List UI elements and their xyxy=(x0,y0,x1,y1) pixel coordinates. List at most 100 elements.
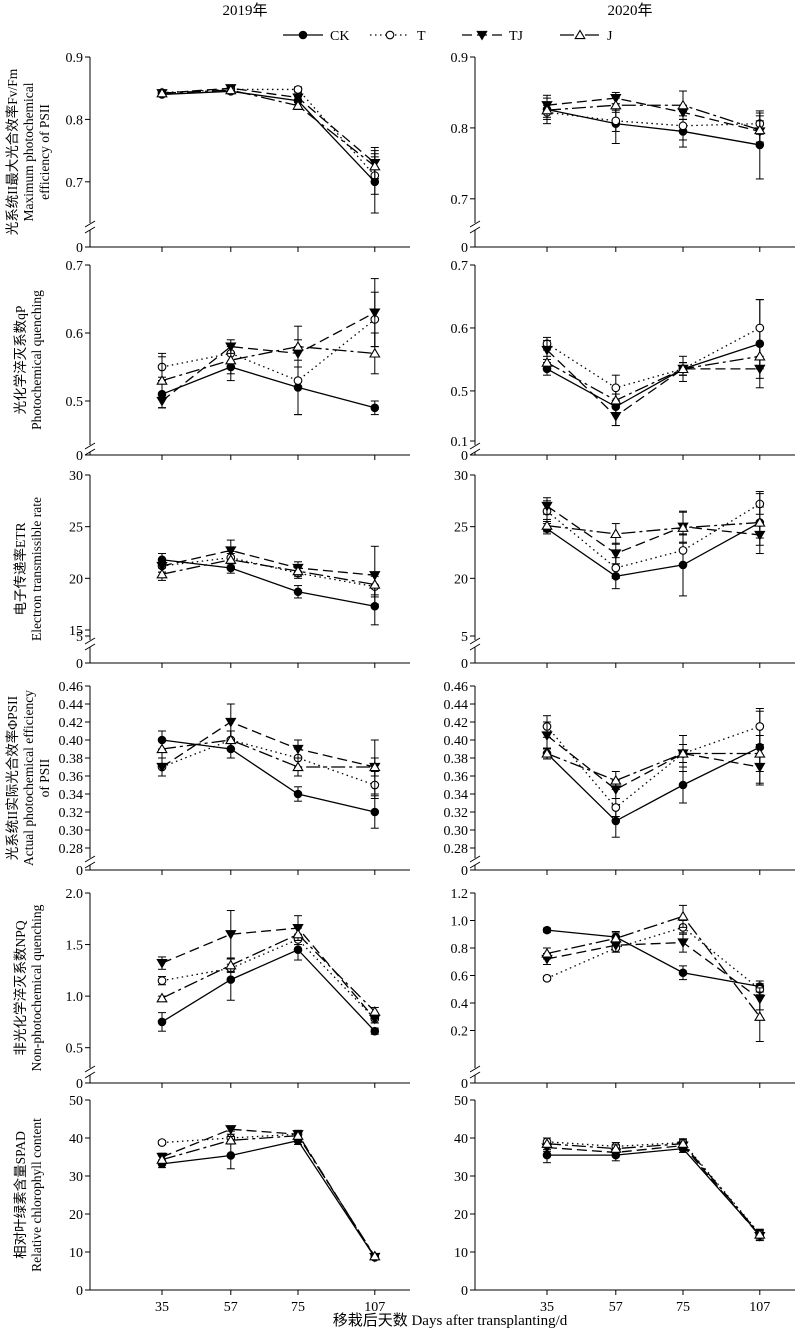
data-point-j xyxy=(541,747,553,758)
data-point-tj xyxy=(541,731,553,742)
series-ck xyxy=(157,553,380,626)
y-axis-label: 电子传递率ETR xyxy=(12,523,28,616)
data-point-j xyxy=(541,356,553,367)
legend-label-j: J xyxy=(607,29,613,44)
y-tick-label: 0.42 xyxy=(59,716,84,731)
series-t xyxy=(542,104,765,141)
data-point-ck xyxy=(678,968,688,978)
series-j xyxy=(541,735,766,790)
series-line-t xyxy=(161,938,376,1020)
data-point-j xyxy=(225,1134,237,1145)
y-tick-label: 0 xyxy=(76,1284,83,1299)
axis-break-mark xyxy=(84,1071,96,1079)
data-point-j xyxy=(369,160,381,171)
series-ck xyxy=(542,299,765,427)
series-line-ck xyxy=(546,929,760,988)
data-point-ck xyxy=(226,975,236,984)
data-point-tj xyxy=(292,93,304,104)
panel-2019-row2: 0 0.5 0.6 0.7 光化学淬灭系数qP Photochemical quenchi… xyxy=(13,259,410,464)
data-point-j xyxy=(541,519,553,530)
series-line-ck xyxy=(546,746,761,822)
y-tick-label: 15 xyxy=(69,624,83,639)
data-point-j xyxy=(225,354,237,365)
y-tick-label: 0.6 xyxy=(451,322,469,337)
year-2020-header: 2020年 xyxy=(607,2,652,19)
series-t xyxy=(542,493,765,579)
data-point-j xyxy=(754,1228,766,1239)
axis-break-mark xyxy=(469,855,481,863)
year-2019-header: 2019年 xyxy=(222,2,267,19)
x-tick-label: 57 xyxy=(224,1300,238,1315)
legend-label-t: T xyxy=(417,29,426,44)
data-point-j xyxy=(610,99,622,110)
series-line-ck xyxy=(161,559,375,607)
y-tick-label: 0 xyxy=(76,864,83,879)
data-point-j xyxy=(677,522,689,532)
series-tj xyxy=(541,91,766,143)
data-point-j xyxy=(225,84,237,95)
series-line-ck xyxy=(161,90,376,183)
panel-2020-row5: 0 0.2 0.4 0.6 0.8 1.0 1.2 xyxy=(451,887,795,1092)
data-point-j xyxy=(156,743,168,754)
data-point-j xyxy=(156,992,168,1003)
data-point-tj xyxy=(610,549,622,560)
y-tick-label: 0.28 xyxy=(444,842,469,857)
series-line-j xyxy=(546,1143,761,1235)
data-point-j xyxy=(292,928,304,939)
data-point-j xyxy=(369,347,381,358)
data-point-t xyxy=(755,722,765,731)
y-tick-label: 0.7 xyxy=(451,259,469,274)
y-tick-label: 0.7 xyxy=(66,259,84,274)
legend-marker-t xyxy=(385,30,395,40)
data-point-tj xyxy=(156,561,168,572)
y-tick-label: 0.7 xyxy=(66,176,84,191)
y-tick-label: 0.36 xyxy=(59,770,84,785)
series-line-t xyxy=(546,725,761,809)
series-line-j xyxy=(546,521,760,535)
panels: 0 0.7 0.8 0.9 光系统II最大光合效率Fv/Fm Maximum photoc… xyxy=(4,51,795,1315)
y-tick-label: 25 xyxy=(69,521,83,536)
data-point-t xyxy=(611,563,621,573)
data-point-j xyxy=(369,1005,381,1016)
series-line-t xyxy=(161,318,376,382)
y-tick-label: 0.28 xyxy=(59,842,84,857)
data-point-ck xyxy=(370,1026,380,1036)
data-point-tj xyxy=(610,412,622,422)
y-tick-label: 0 xyxy=(461,657,468,672)
axis-break-mark xyxy=(469,442,481,450)
axis-break-mark xyxy=(469,226,481,234)
data-point-tj xyxy=(225,930,237,940)
y-tick-label: 0.4 xyxy=(451,997,469,1012)
data-point-j xyxy=(156,568,168,579)
y-tick-label: 20 xyxy=(454,1208,468,1223)
data-point-tj xyxy=(225,717,237,728)
series-tj xyxy=(541,721,766,799)
y-tick-label: 0.44 xyxy=(59,698,84,713)
y-tick-label: 0 xyxy=(76,1077,83,1092)
series-j xyxy=(156,84,381,180)
data-point-j xyxy=(225,554,237,564)
y-tick-label: 0.30 xyxy=(444,824,469,839)
data-point-j xyxy=(677,99,689,110)
y-tick-label: 0.5 xyxy=(66,395,84,410)
y-axis-label: Electron transmissible rate xyxy=(29,497,44,641)
y-tick-label: 2.0 xyxy=(66,887,84,902)
data-point-tj xyxy=(156,762,168,773)
y-tick-label: 10 xyxy=(69,1246,83,1261)
x-tick-label: 57 xyxy=(609,1300,623,1315)
data-point-j xyxy=(754,747,766,758)
panel-2020-row4: 0 0.28 0.30 0.32 0.34 0.36 0.38 0.40 0.42 0.44 0.4… xyxy=(444,680,795,879)
series-tj xyxy=(156,910,381,1025)
series-line-ck xyxy=(161,948,376,1032)
y-tick-label: 0.7 xyxy=(451,193,469,208)
series-line-j xyxy=(546,752,760,782)
y-tick-label: 0 xyxy=(76,449,83,464)
axis-break-mark xyxy=(84,855,96,863)
legend-marker-ck xyxy=(298,30,308,40)
series-line-ck xyxy=(161,1139,376,1258)
series-ck xyxy=(157,352,380,416)
data-point-j xyxy=(754,124,766,135)
data-point-tj xyxy=(225,546,237,556)
x-tick-label: 35 xyxy=(155,1300,169,1315)
data-point-j xyxy=(754,1011,766,1021)
